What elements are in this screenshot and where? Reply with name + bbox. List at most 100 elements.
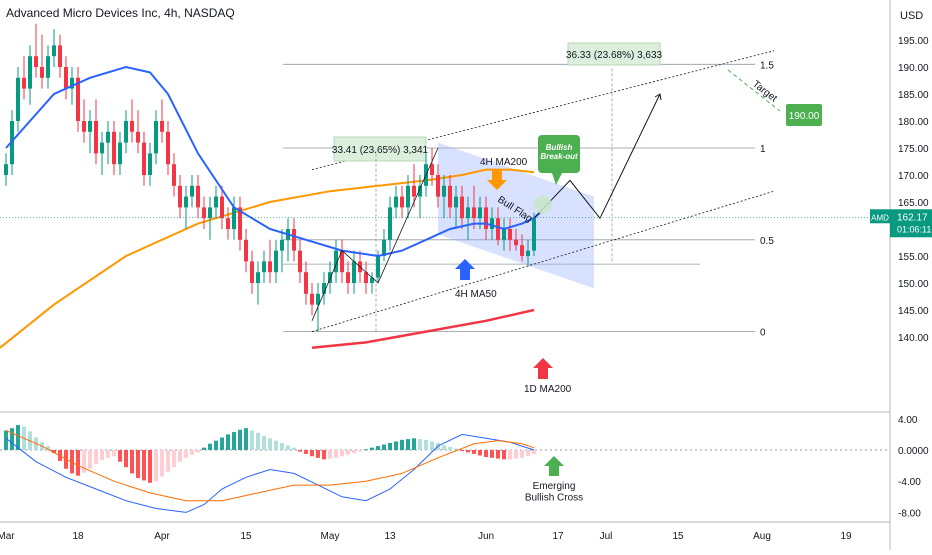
macd-hist-bar	[460, 450, 464, 451]
price-tick-label: 150.00	[898, 279, 929, 290]
macd-hist-bar	[208, 443, 212, 450]
macd-hist-bar	[490, 450, 494, 458]
macd-hist-bar	[304, 450, 308, 454]
macd-hist-bar	[364, 449, 368, 451]
candle-body	[112, 131, 116, 165]
ma200-4h-arrow	[487, 170, 507, 190]
projection-path	[533, 93, 661, 220]
time-tick-label: 15	[240, 531, 252, 542]
candle-body	[88, 121, 92, 132]
candle-body	[130, 121, 134, 132]
price-tick-label: 165.00	[898, 198, 929, 209]
macd-cross-arrow	[544, 456, 564, 476]
candle-body	[526, 250, 530, 256]
bull-flag-zone	[438, 142, 594, 289]
ma50-4h-label: 4H MA50	[455, 289, 497, 300]
macd-hist-bar	[526, 450, 530, 457]
breakout-circle	[534, 195, 552, 214]
macd-hist-bar	[82, 450, 86, 473]
macd-tick-label: -4.00	[898, 477, 921, 488]
candle-body	[370, 277, 374, 283]
macd-hist-bar	[382, 444, 386, 450]
candle-body	[196, 185, 200, 208]
last-price-label: 162.17	[897, 212, 928, 223]
macd-hist-bar	[400, 439, 404, 450]
signal-line	[5, 430, 535, 502]
macd-hist-bar	[232, 432, 236, 450]
macd-hist-bar	[412, 438, 416, 450]
target-price-box	[786, 104, 822, 126]
candle-body	[484, 207, 488, 229]
last-price-tag	[890, 209, 932, 238]
macd-hist-bar	[394, 441, 398, 450]
macd-hist-bar	[124, 450, 128, 468]
macd-hist-bar	[532, 450, 536, 454]
candle-body	[256, 272, 260, 283]
macd-tick-label: -8.00	[898, 508, 921, 519]
candle-body	[310, 293, 314, 305]
macd-tick-label: 4.00	[898, 415, 918, 426]
macd-hist-bar	[280, 442, 284, 450]
price-tick-label: 155.00	[898, 252, 929, 263]
macd-hist-bar	[130, 450, 134, 474]
ma50-4h-arrow	[455, 259, 475, 280]
candle-body	[274, 250, 278, 273]
candle-body	[178, 185, 182, 208]
countdown-label: 01:06:11	[897, 224, 931, 234]
candle-body	[436, 175, 440, 197]
candle-body	[202, 207, 206, 219]
ma200-1d-label: 1D MA200	[524, 384, 572, 395]
candle-body	[34, 56, 38, 67]
macd-hist-bar	[238, 429, 242, 450]
macd-hist-bar	[214, 440, 218, 450]
fib-level-label: 1	[760, 144, 766, 155]
macd-hist-bar	[118, 450, 122, 462]
macd-hist-bar	[466, 450, 470, 453]
macd-hist-bar	[166, 450, 170, 472]
channel-lower-line	[311, 190, 775, 332]
macd-hist-bar	[274, 440, 278, 450]
candle-body	[106, 131, 110, 143]
candle-body	[376, 256, 380, 278]
candle-body	[496, 218, 500, 240]
macd-hist-bar	[4, 430, 8, 450]
candle-body	[124, 121, 128, 143]
candle-body	[268, 261, 272, 273]
candle-body	[46, 56, 50, 78]
macd-hist-bar	[256, 432, 260, 450]
price-tick-label: 185.00	[898, 90, 929, 101]
time-tick-label: Apr	[154, 531, 170, 542]
macd-hist-bar	[52, 450, 56, 454]
macd-hist-bar	[136, 450, 140, 479]
currency-label: USD	[900, 10, 924, 22]
projection-arrowhead	[654, 93, 662, 101]
candle-body	[520, 245, 524, 256]
macd-hist-bar	[220, 437, 224, 450]
candle-body	[430, 164, 434, 175]
macd-cross-label: Emerging Bullish Cross	[525, 481, 583, 504]
macd-hist-bar	[250, 430, 254, 450]
time-tick-label: 13	[384, 531, 396, 542]
price-tick-label: 180.00	[898, 117, 929, 128]
macd-hist-bar	[160, 450, 164, 477]
time-tick-label: Jun	[478, 531, 494, 542]
candle-body	[52, 45, 56, 57]
candle-body	[208, 207, 212, 219]
chart-title: Advanced Micro Devices Inc, 4h, NASDAQ	[6, 6, 235, 20]
macd-hist-bar	[448, 446, 452, 450]
symbol-tag	[870, 209, 890, 224]
candle-body	[340, 250, 344, 273]
candle-body	[352, 261, 356, 283]
candle-body	[214, 196, 218, 208]
candle-body	[22, 77, 26, 89]
macd-hist-bar	[328, 450, 332, 459]
measure-label: 33.41 (23.65%) 3,341	[332, 145, 429, 156]
macd-hist-bar	[16, 425, 20, 450]
candle-body	[448, 185, 452, 208]
candle-body	[172, 164, 176, 186]
macd-hist-bar	[196, 450, 200, 453]
macd-hist-bar	[190, 450, 194, 455]
candle-body	[16, 77, 20, 121]
